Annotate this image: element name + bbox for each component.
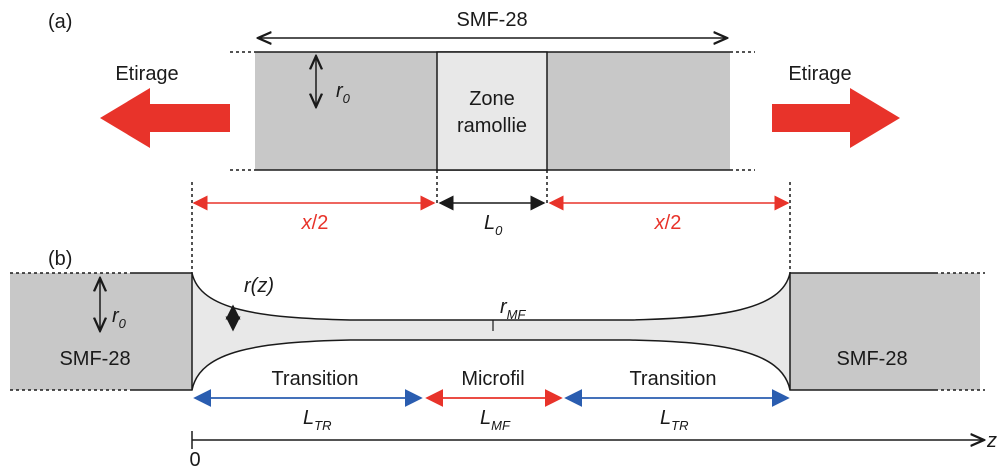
symbol: L bbox=[480, 407, 491, 429]
section-label: Transition bbox=[271, 368, 358, 390]
softened-zone bbox=[436, 51, 548, 171]
length-label: LTR bbox=[660, 407, 688, 433]
radius-label: r0 bbox=[112, 305, 127, 331]
symbol: L bbox=[484, 212, 495, 234]
variable: x bbox=[301, 212, 313, 234]
symbol: L bbox=[303, 407, 314, 429]
fiber bbox=[790, 273, 980, 390]
profile-label: r(z) bbox=[244, 275, 274, 297]
subscript: 0 bbox=[495, 223, 503, 238]
taper bbox=[192, 273, 790, 390]
part-a: (a) SMF-28 Zone ramollie r0 Etirage Etir… bbox=[48, 9, 900, 273]
fiber-label: SMF-28 bbox=[59, 348, 130, 370]
zone-label: ramollie bbox=[457, 115, 527, 137]
rest: /2 bbox=[312, 212, 329, 234]
subscript: TR bbox=[671, 418, 688, 433]
half-label: x/2 bbox=[654, 212, 682, 234]
subscript: TR bbox=[314, 418, 331, 433]
section-label: Microfil bbox=[461, 368, 524, 390]
fiber-label: SMF-28 bbox=[836, 348, 907, 370]
symbol: r bbox=[500, 296, 508, 318]
zone-label: Zone bbox=[469, 88, 515, 110]
radius-label: rMF bbox=[500, 296, 527, 322]
axis-label: z bbox=[986, 430, 997, 452]
part-b: (b) r0 SMF-28 SMF-28 r(z) rMF Transition… bbox=[10, 248, 997, 471]
subscript: MF bbox=[507, 307, 527, 322]
subscript: 0 bbox=[119, 316, 127, 331]
stretch-arrow bbox=[100, 88, 230, 148]
taper-edge bbox=[130, 272, 935, 391]
part-label: (b) bbox=[48, 248, 72, 270]
length-label: LMF bbox=[480, 407, 511, 433]
symbol: L bbox=[660, 407, 671, 429]
length-label: LTR bbox=[303, 407, 331, 433]
axis-origin: 0 bbox=[189, 449, 200, 471]
fiber bbox=[10, 273, 192, 390]
stretch-arrow bbox=[772, 88, 900, 148]
rest: /2 bbox=[665, 212, 682, 234]
symbol: r bbox=[112, 305, 120, 327]
variable: x bbox=[654, 212, 666, 234]
stretch-label: Etirage bbox=[115, 63, 178, 85]
stretch-label: Etirage bbox=[788, 63, 851, 85]
subscript: 0 bbox=[343, 91, 351, 106]
symbol: r bbox=[336, 80, 344, 102]
half-label: x/2 bbox=[301, 212, 329, 234]
fiber-continuation bbox=[230, 51, 755, 171]
fiber-label: SMF-28 bbox=[456, 9, 527, 31]
subscript: MF bbox=[491, 418, 511, 433]
part-label: (a) bbox=[48, 11, 72, 33]
length-label: L0 bbox=[484, 212, 503, 238]
fiber-continuation bbox=[10, 272, 985, 391]
section-label: Transition bbox=[629, 368, 716, 390]
radius-label: r0 bbox=[336, 80, 351, 106]
